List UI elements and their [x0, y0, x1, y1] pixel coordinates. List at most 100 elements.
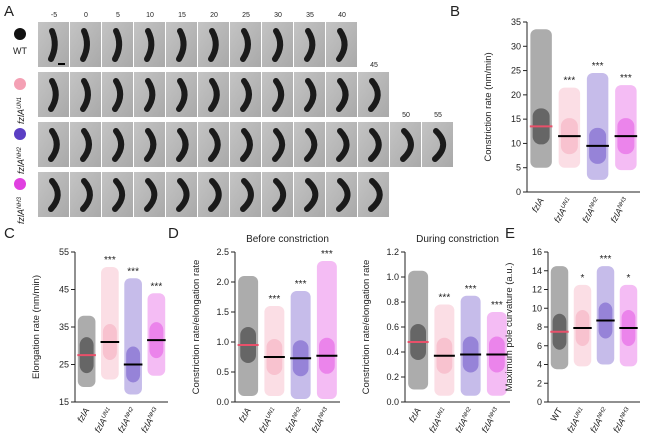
cell: [304, 78, 317, 112]
strain-dot: [14, 28, 26, 40]
cell: [80, 178, 93, 212]
cell: [80, 128, 92, 162]
data-spread: [586, 73, 609, 180]
cell: [368, 78, 381, 112]
cell: [272, 78, 285, 112]
y-tick-label: 1.0: [216, 337, 229, 347]
cell: [304, 178, 319, 212]
significance: ***: [491, 300, 503, 311]
y-tick-label: 0.0: [216, 397, 229, 407]
x-tick-superscript: NH3: [318, 406, 330, 420]
cell: [112, 78, 124, 112]
y-tick-label: 4: [537, 360, 542, 370]
cell: [208, 78, 220, 112]
x-tick-label: fzlAUN1: [427, 406, 449, 434]
cell: [272, 28, 284, 62]
strain-dot: [14, 78, 26, 90]
x-tick-label: fzlANH2: [283, 405, 306, 434]
significance: *: [627, 273, 631, 284]
y-tick-label: 0.6: [386, 322, 399, 332]
x-tick-label: fzlANH3: [479, 405, 502, 434]
x-tick-superscript: NH3: [619, 406, 631, 420]
time-label: 55: [434, 112, 442, 119]
panel-label: A: [4, 3, 14, 20]
strain-label: fzlANH3: [16, 196, 26, 224]
cell: [112, 128, 125, 162]
y-tick-label: 55: [59, 247, 69, 257]
data-spread: [264, 306, 285, 396]
y-tick-label: 0.8: [386, 297, 399, 307]
cell: [48, 78, 59, 112]
data-spread: [434, 304, 455, 396]
cell: [208, 28, 219, 62]
scale-bar: [58, 63, 65, 65]
cell: [208, 128, 221, 162]
y-tick-label: 30: [511, 41, 521, 51]
significance: *: [581, 273, 585, 284]
cell: [176, 178, 190, 212]
x-tick-label: fzlANH3: [139, 405, 162, 434]
significance: ***: [592, 61, 604, 72]
y-tick-label: 10: [532, 303, 542, 313]
cell: [368, 128, 382, 162]
y-axis-label: Maximum pole curvature (a.u.): [504, 263, 515, 392]
x-tick-superscript: UN1: [560, 197, 571, 210]
cell: [48, 128, 60, 162]
x-tick-label: fzlANH3: [309, 405, 332, 434]
significance: ***: [564, 76, 576, 87]
y-tick-label: 10: [511, 138, 521, 148]
time-label: 50: [402, 112, 410, 119]
data-spread: [573, 284, 592, 367]
y-tick-label: 25: [511, 66, 521, 76]
data-spread: [530, 29, 552, 168]
x-tick-superscript: NH2: [589, 196, 601, 210]
y-axis-label: Constriction rate (nm/min): [483, 52, 494, 161]
cell: [144, 28, 155, 62]
x-tick-label: fzlA: [75, 406, 91, 424]
panel-label: B: [450, 3, 460, 20]
data-spread: [558, 87, 581, 168]
cell: [240, 128, 253, 162]
strain-superscript: NH2: [17, 146, 23, 159]
cell: [208, 178, 222, 212]
time-label: 20: [210, 12, 218, 19]
strain-label: fzlAUN1: [16, 97, 26, 124]
y-tick-label: 0.5: [216, 367, 229, 377]
significance: ***: [295, 279, 307, 290]
time-label: 5: [116, 12, 120, 19]
data-spread: [408, 270, 429, 390]
y-tick-label: 1.0: [386, 272, 399, 282]
cell: [272, 178, 287, 212]
significance: ***: [600, 254, 612, 265]
cell: [304, 28, 316, 62]
y-tick-label: 1.2: [386, 247, 399, 257]
y-tick-label: 0: [537, 397, 542, 407]
cell: [48, 178, 61, 212]
time-label: 10: [146, 12, 154, 19]
x-tick-label: fzlANH2: [116, 405, 139, 434]
time-label: 25: [242, 12, 250, 19]
x-tick-superscript: NH2: [462, 406, 474, 420]
x-tick-label: fzlANH2: [588, 405, 611, 434]
significance: ***: [439, 293, 451, 304]
time-label: 35: [306, 12, 314, 19]
y-tick-label: 0.2: [386, 372, 399, 382]
y-tick-label: 25: [59, 360, 69, 370]
x-tick-label: fzlAUN1: [257, 406, 279, 434]
y-tick-label: 8: [537, 322, 542, 332]
data-spread: [615, 85, 637, 171]
x-tick-label: fzlANH2: [580, 195, 603, 224]
x-tick-superscript: UN1: [101, 407, 112, 420]
y-tick-label: 12: [532, 285, 542, 295]
significance: ***: [465, 284, 477, 295]
data-spread: [147, 293, 166, 376]
cell: [80, 78, 91, 112]
cell: [336, 128, 350, 162]
x-tick-label: fzlA: [237, 406, 253, 424]
x-tick-superscript: UN1: [573, 407, 584, 420]
x-tick-superscript: NH2: [596, 406, 608, 420]
cell: [176, 78, 188, 112]
y-tick-label: 0.0: [386, 397, 399, 407]
data-spread: [316, 261, 337, 399]
cell: [336, 78, 349, 112]
